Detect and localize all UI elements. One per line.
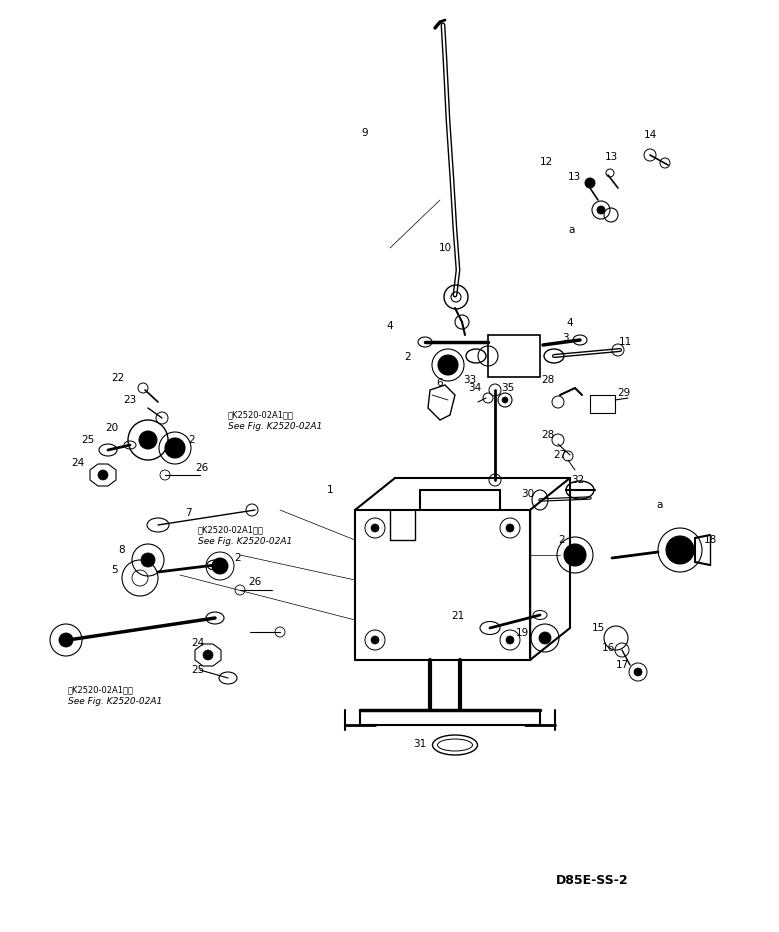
Text: See Fig. K2520-02A1: See Fig. K2520-02A1 — [68, 697, 162, 706]
Text: 25: 25 — [192, 665, 205, 675]
Text: 24: 24 — [192, 638, 205, 648]
Text: 31: 31 — [414, 739, 427, 749]
Circle shape — [141, 553, 155, 567]
Text: 29: 29 — [618, 388, 631, 398]
Circle shape — [506, 636, 514, 644]
Circle shape — [212, 558, 228, 574]
Text: 28: 28 — [541, 430, 555, 440]
Text: 8: 8 — [118, 545, 125, 555]
Text: 2: 2 — [189, 435, 196, 445]
Circle shape — [139, 431, 157, 449]
Text: 4: 4 — [566, 318, 573, 328]
Text: 24: 24 — [72, 458, 85, 468]
Text: 7: 7 — [185, 508, 192, 518]
Text: 25: 25 — [81, 435, 94, 445]
Text: 35: 35 — [502, 383, 515, 393]
Circle shape — [564, 544, 586, 566]
Text: 図K2520-02A1参照: 図K2520-02A1参照 — [68, 685, 134, 694]
Text: 32: 32 — [571, 475, 584, 485]
Text: 2: 2 — [234, 553, 241, 563]
Text: 4: 4 — [386, 321, 393, 331]
Text: a: a — [569, 225, 575, 235]
Text: 9: 9 — [361, 128, 368, 138]
Circle shape — [203, 650, 213, 660]
Text: 2: 2 — [559, 535, 566, 545]
Bar — [488, 335, 540, 377]
Text: 27: 27 — [553, 450, 566, 460]
Circle shape — [585, 178, 595, 188]
Text: 17: 17 — [615, 660, 629, 670]
Text: 19: 19 — [516, 628, 529, 638]
Text: 15: 15 — [591, 623, 605, 633]
Bar — [355, 510, 530, 660]
Text: 30: 30 — [521, 489, 534, 499]
Text: 図K2520-02A1参照: 図K2520-02A1参照 — [228, 410, 294, 419]
Circle shape — [438, 355, 458, 375]
Circle shape — [98, 470, 108, 480]
Text: 23: 23 — [123, 395, 136, 405]
Text: 33: 33 — [464, 375, 477, 385]
Text: 11: 11 — [619, 337, 632, 347]
Text: See Fig. K2520-02A1: See Fig. K2520-02A1 — [198, 537, 292, 546]
Bar — [590, 395, 615, 413]
Text: 10: 10 — [439, 243, 452, 253]
Circle shape — [165, 438, 185, 458]
Text: 34: 34 — [468, 383, 481, 393]
Text: 3: 3 — [562, 333, 569, 343]
Circle shape — [506, 524, 514, 532]
Text: See Fig. K2520-02A1: See Fig. K2520-02A1 — [228, 422, 323, 431]
Text: 28: 28 — [541, 375, 555, 385]
Circle shape — [539, 632, 551, 644]
Text: 26: 26 — [249, 577, 262, 587]
Text: 1: 1 — [326, 485, 333, 495]
Circle shape — [59, 633, 73, 647]
Text: D85E-SS-2: D85E-SS-2 — [555, 874, 629, 887]
Text: 13: 13 — [605, 152, 618, 162]
Circle shape — [634, 668, 642, 676]
Text: 26: 26 — [196, 463, 209, 473]
Text: 13: 13 — [567, 172, 580, 182]
Text: 20: 20 — [105, 423, 118, 433]
Text: 16: 16 — [601, 643, 615, 653]
Text: 12: 12 — [539, 157, 552, 167]
Text: 6: 6 — [437, 378, 443, 388]
Text: 18: 18 — [703, 535, 717, 545]
Text: 14: 14 — [643, 130, 657, 140]
Circle shape — [666, 536, 694, 564]
Text: 図K2520-02A1参照: 図K2520-02A1参照 — [198, 525, 264, 534]
Text: 21: 21 — [451, 611, 464, 621]
Text: 22: 22 — [111, 373, 125, 383]
Circle shape — [371, 636, 379, 644]
Text: 5: 5 — [111, 565, 118, 575]
Circle shape — [597, 206, 605, 214]
Circle shape — [371, 524, 379, 532]
Text: 2: 2 — [404, 352, 411, 362]
Text: a: a — [657, 500, 663, 510]
Circle shape — [502, 397, 508, 403]
